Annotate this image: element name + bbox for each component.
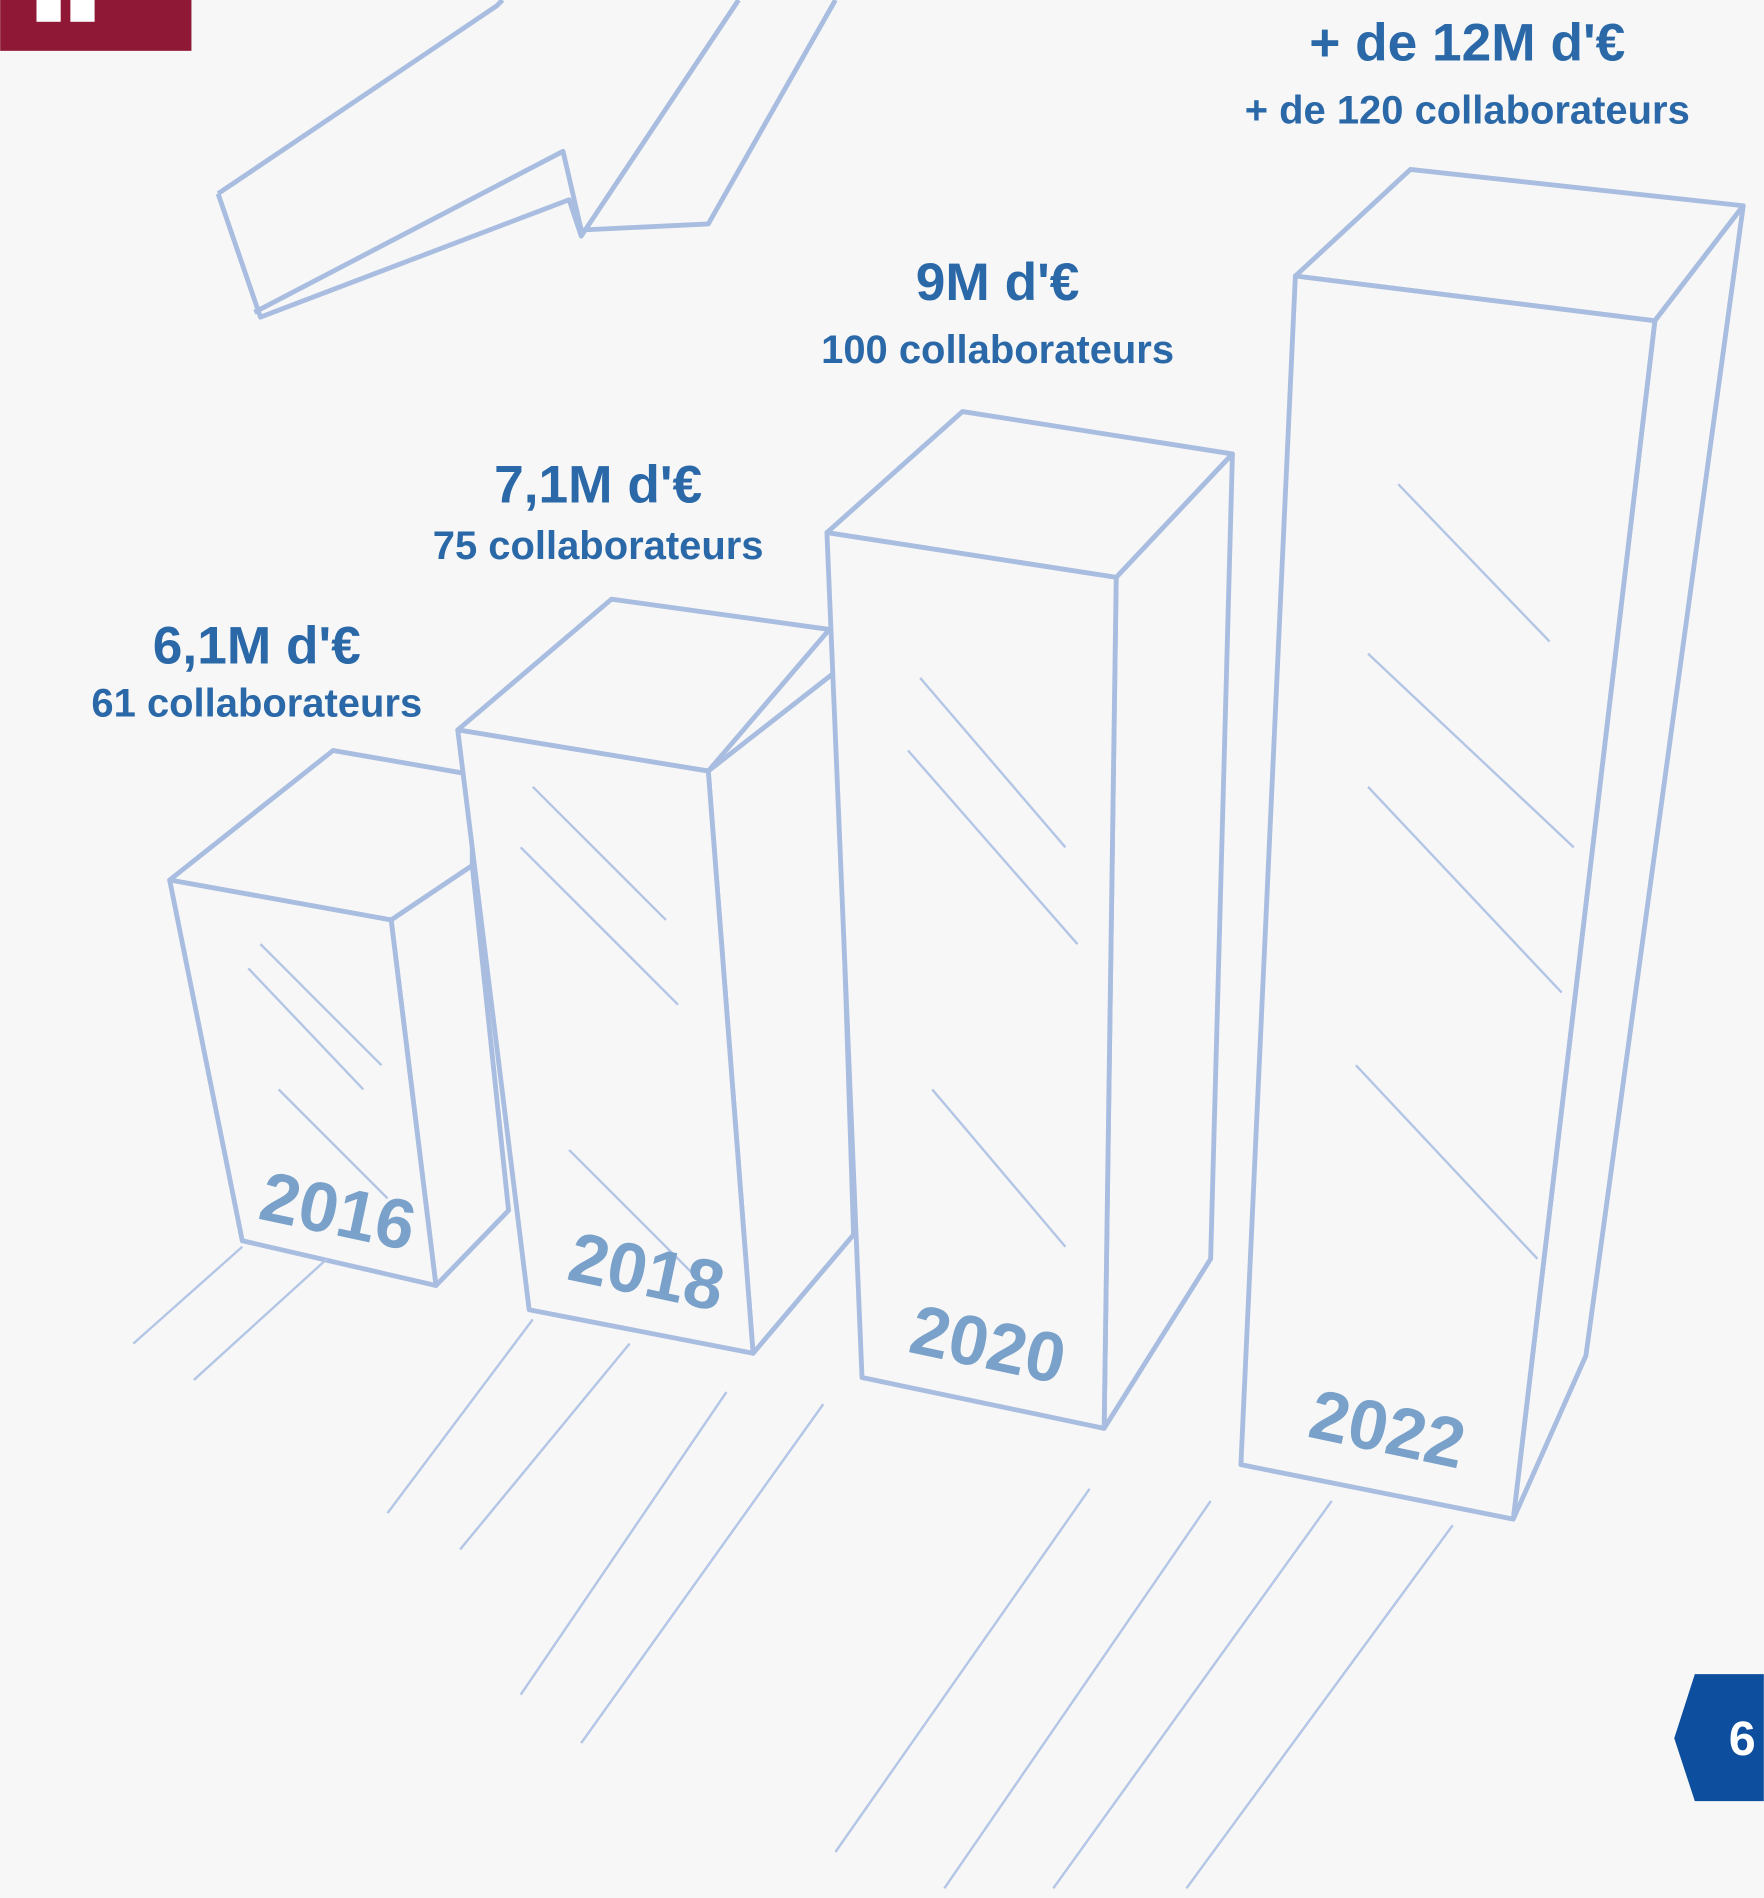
revenue-label: 6,1M d'€ <box>153 616 361 675</box>
revenue-label: 9M d'€ <box>916 253 1080 312</box>
corner-icon <box>70 0 95 22</box>
bar-sketches <box>132 167 1746 1890</box>
page-badge <box>1674 1674 1764 1802</box>
corner-icon <box>36 0 61 22</box>
staff-label: + de 120 collaborateurs <box>1245 88 1690 132</box>
staff-label: 75 collaborateurs <box>433 524 764 568</box>
revenue-label: + de 12M d'€ <box>1309 14 1625 73</box>
revenue-label: 7,1M d'€ <box>494 455 702 514</box>
corner-tab <box>0 0 192 51</box>
staff-label: 100 collaborateurs <box>821 328 1174 372</box>
staff-label: 61 collaborateurs <box>91 682 422 726</box>
arrow-sketch <box>215 0 838 320</box>
page-number: 6 <box>1729 1712 1756 1766</box>
